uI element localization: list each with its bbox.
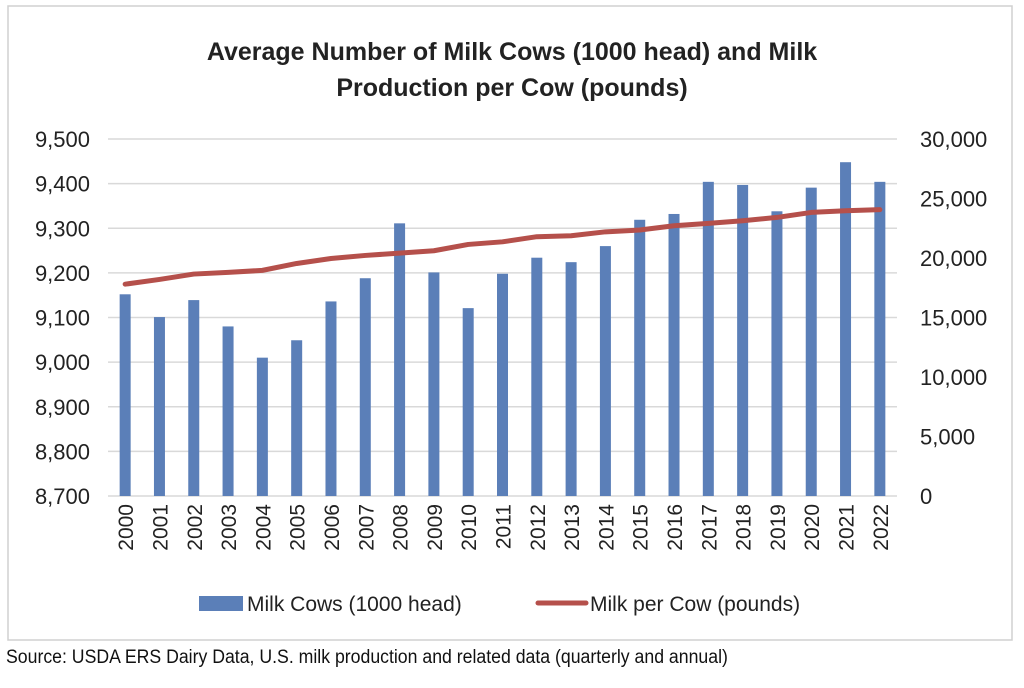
x-tick-label: 2015 [630, 504, 653, 551]
bar-2002 [188, 300, 200, 496]
x-tick-label: 2016 [664, 504, 687, 551]
left-axis-tick-label: 8,700 [35, 484, 90, 509]
legend-label-milk-cows: Milk Cows (1000 head) [247, 593, 462, 616]
left-axis-tick-label: 8,900 [35, 395, 90, 420]
x-tick-label: 2007 [355, 504, 378, 551]
legend: Milk Cows (1000 head) Milk per Cow (poun… [199, 593, 800, 616]
x-tick-label: 2017 [698, 504, 721, 551]
x-tick-label: 2008 [390, 504, 413, 551]
x-tick-label: 2002 [184, 504, 207, 551]
bar-2013 [565, 262, 577, 496]
chart-title-line-1: Average Number of Milk Cows (1000 head) … [207, 38, 817, 66]
left-axis-tick-label: 9,500 [35, 127, 90, 152]
bar-2007 [359, 278, 371, 496]
chart: Average Number of Milk Cows (1000 head) … [7, 5, 1013, 641]
bar-2009 [428, 272, 440, 496]
x-tick-label: 2005 [287, 504, 310, 551]
x-tick-label: 2003 [218, 504, 241, 551]
x-tick-label: 2004 [252, 504, 275, 551]
left-axis-tick-label: 9,000 [35, 350, 90, 375]
x-tick-label: 2014 [595, 504, 618, 551]
right-axis-tick-label: 30,000 [920, 127, 987, 152]
x-tick-label: 2000 [115, 504, 138, 551]
bar-2017 [702, 181, 714, 496]
x-tick-label: 2011 [493, 504, 516, 549]
bar-2012 [531, 257, 543, 496]
x-tick-label: 2018 [733, 504, 756, 551]
bar-2000 [119, 294, 131, 496]
bar-2019 [771, 211, 783, 497]
chart-title-line-2: Production per Cow (pounds) [336, 74, 687, 102]
left-axis-tick-label: 9,100 [35, 306, 90, 331]
legend-swatch-milk-cows [199, 596, 243, 611]
left-axis-tick-label: 8,800 [35, 439, 90, 464]
bar-2008 [394, 223, 406, 496]
bar-2022 [874, 181, 886, 496]
left-axis-tick-label: 9,300 [35, 216, 90, 241]
right-axis-tick-label: 15,000 [920, 306, 987, 331]
x-tick-label: 2019 [767, 504, 790, 551]
x-tick-label: 2022 [870, 504, 893, 551]
legend-label-milk-per-cow: Milk per Cow (pounds) [590, 593, 800, 616]
x-tick-label: 2010 [458, 504, 481, 551]
x-tick-label: 2012 [527, 504, 550, 551]
bar-2014 [599, 246, 611, 496]
x-tick-label: 2006 [321, 504, 344, 551]
bar-2010 [462, 308, 474, 496]
bar-2003 [222, 326, 234, 496]
right-axis-tick-label: 0 [920, 484, 932, 509]
right-axis-tick-label: 10,000 [920, 365, 987, 390]
x-tick-label: 2001 [149, 504, 172, 551]
bar-2004 [256, 357, 268, 496]
x-tick-label: 2021 [836, 504, 859, 551]
source-note: Source: USDA ERS Dairy Data, U.S. milk p… [6, 647, 728, 668]
bar-2015 [634, 219, 646, 497]
bar-2006 [325, 301, 337, 496]
right-axis-tick-label: 25,000 [920, 187, 987, 212]
bar-2018 [737, 184, 749, 496]
bar-2011 [497, 273, 508, 496]
bar-2001 [153, 317, 165, 496]
bar-2020 [805, 187, 817, 497]
right-axis-tick-label: 20,000 [920, 246, 987, 271]
left-axis-tick-label: 9,200 [35, 261, 90, 286]
bar-2021 [840, 162, 852, 496]
bar-2005 [291, 340, 303, 496]
bar-2016 [668, 213, 680, 496]
x-tick-label: 2013 [561, 504, 584, 551]
x-tick-label: 2009 [424, 504, 447, 551]
x-tick-label: 2020 [801, 504, 824, 551]
right-axis-tick-label: 5,000 [920, 425, 975, 450]
left-axis-tick-label: 9,400 [35, 172, 90, 197]
